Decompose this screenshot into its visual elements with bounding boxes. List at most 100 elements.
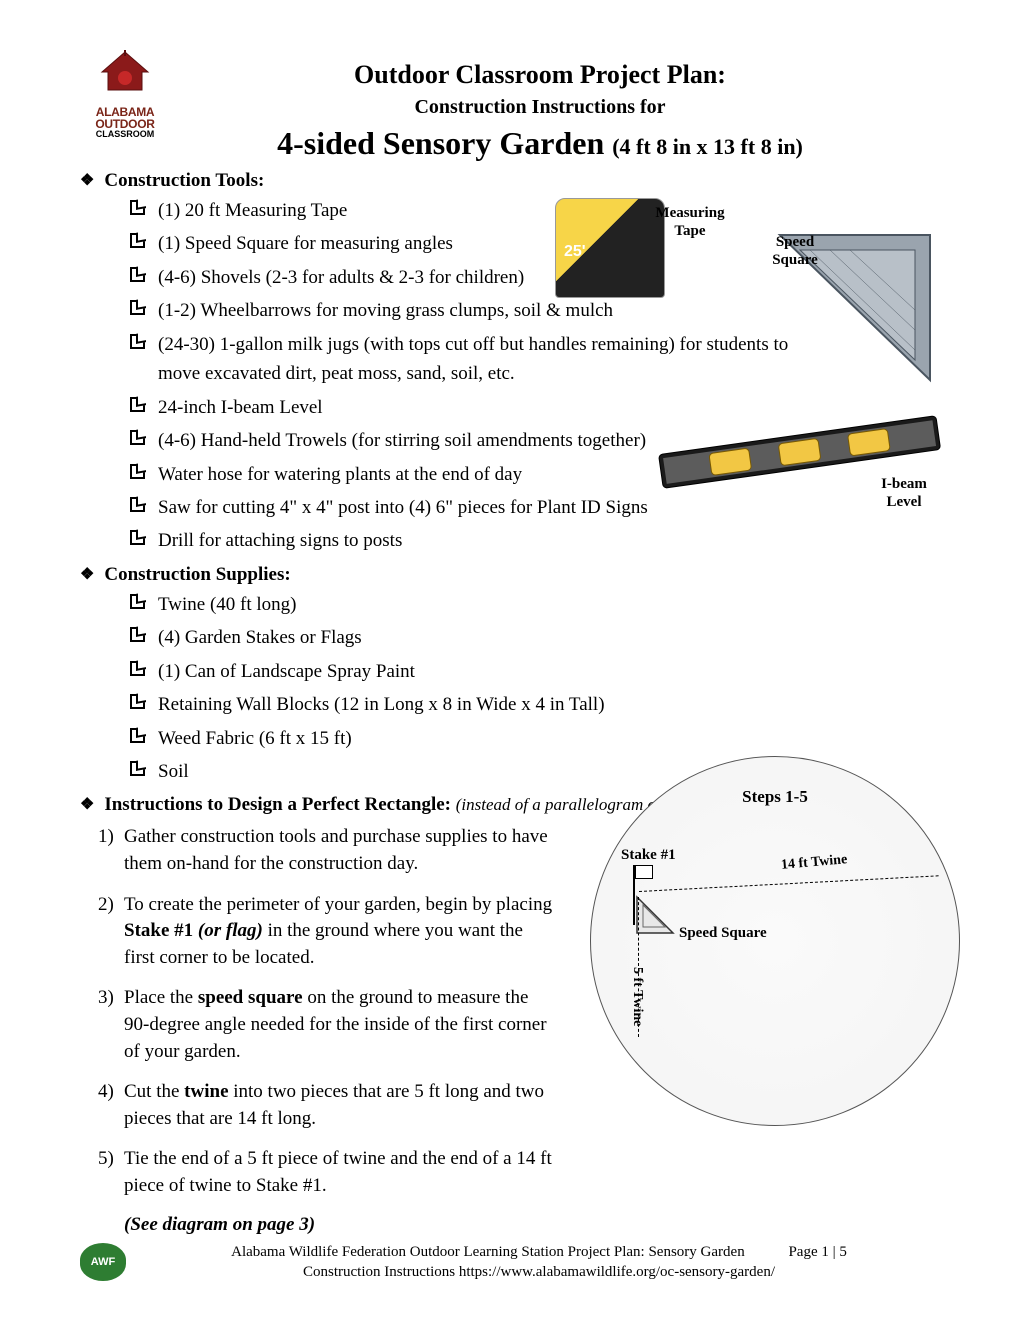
- page-header: ALABAMA OUTDOOR CLASSROOM Outdoor Classr…: [80, 60, 940, 162]
- checklist-item-text: (4-6) Hand-held Trowels (for stirring so…: [158, 430, 646, 451]
- supplies-title: Construction Supplies:: [104, 564, 290, 585]
- checkbox-icon: [130, 334, 145, 349]
- diagram-twine-v-label: 5 ft Twine: [629, 967, 645, 1026]
- checklist-item: (4) Garden Stakes or Flags: [130, 623, 940, 652]
- checkbox-icon: [130, 233, 145, 248]
- title-main: 4-sided Sensory Garden: [277, 125, 612, 161]
- instructions-title: Instructions to Design a Perfect Rectang…: [104, 794, 455, 815]
- title-line2: Construction Instructions for: [140, 96, 940, 119]
- title-line1: Outdoor Classroom Project Plan:: [140, 60, 940, 90]
- checkbox-icon: [130, 761, 145, 776]
- step-2-c: (or flag): [198, 920, 263, 941]
- checklist-item-text: (1) 20 ft Measuring Tape: [158, 200, 347, 221]
- step-2-a: To create the perimeter of your garden, …: [124, 894, 552, 915]
- step-4-b: twine: [184, 1081, 228, 1102]
- checkbox-icon: [130, 267, 145, 282]
- diagram-title: Steps 1-5: [591, 787, 959, 807]
- step-3: Place the speed square on the ground to …: [98, 985, 558, 1065]
- supplies-checklist: Twine (40 ft long) (4) Garden Stakes or F…: [130, 590, 940, 787]
- checkbox-icon: [130, 661, 145, 676]
- step-2-b: Stake #1: [124, 920, 198, 941]
- alabama-outdoor-classroom-logo: ALABAMA OUTDOOR CLASSROOM: [80, 50, 170, 139]
- page-footer: AWF Alabama Wildlife Federation Outdoor …: [80, 1242, 940, 1283]
- checklist-item-text: (1) Speed Square for measuring angles: [158, 233, 453, 254]
- checklist-item-text: Retaining Wall Blocks (12 in Long x 8 in…: [158, 694, 605, 715]
- title-block: Outdoor Classroom Project Plan: Construc…: [140, 60, 940, 162]
- diagram-stake-label: Stake #1: [621, 847, 676, 864]
- checkbox-icon: [130, 200, 145, 215]
- diamond-bullet-icon: ❖: [80, 170, 94, 190]
- step-5: Tie the end of a 5 ft piece of twine and…: [98, 1146, 558, 1199]
- checklist-item-text: (4) Garden Stakes or Flags: [158, 627, 362, 648]
- logo-icon: [98, 50, 152, 104]
- checkbox-icon: [130, 300, 145, 315]
- footer-text: Alabama Wildlife Federation Outdoor Lear…: [138, 1242, 940, 1283]
- checkbox-icon: [130, 397, 145, 412]
- checkbox-icon: [130, 694, 145, 709]
- instruction-steps: Gather construction tools and purchase s…: [98, 824, 558, 1199]
- checklist-item-text: Twine (40 ft long): [158, 594, 297, 615]
- checklist-item-text: (1-2) Wheelbarrows for moving grass clum…: [158, 300, 613, 321]
- speed-square-figure: Speed Square: [770, 225, 950, 385]
- checklist-item: (1-2) Wheelbarrows for moving grass clum…: [130, 296, 850, 325]
- see-diagram-note: (See diagram on page 3): [124, 1214, 940, 1236]
- step-2: To create the perimeter of your garden, …: [98, 892, 558, 972]
- steps-diagram: Steps 1-5 Stake #1 14 ft Twine Speed Squ…: [590, 756, 960, 1126]
- checklist-item: (1) Can of Landscape Spray Paint: [130, 657, 940, 686]
- checklist-item: (1) 20 ft Measuring Tape: [130, 196, 510, 225]
- checkbox-icon: [130, 464, 145, 479]
- title-dimensions: (4 ft 8 in x 13 ft 8 in): [612, 134, 803, 159]
- footer-line1: Alabama Wildlife Federation Outdoor Lear…: [231, 1244, 745, 1260]
- checkbox-icon: [130, 594, 145, 609]
- checkbox-icon: [130, 497, 145, 512]
- measuring-tape-icon: [555, 198, 665, 298]
- checklist-item-text: (1) Can of Landscape Spray Paint: [158, 661, 415, 682]
- step-4: Cut the twine into two pieces that are 5…: [98, 1079, 558, 1132]
- footer-line2a: Construction Instructions: [303, 1264, 459, 1280]
- ibeam-level-caption: I-beam Level: [864, 475, 944, 511]
- speed-square-caption: Speed Square: [760, 233, 830, 269]
- logo-line3: CLASSROOM: [80, 130, 170, 139]
- logo-text: ALABAMA OUTDOOR CLASSROOM: [80, 106, 170, 139]
- diagram-square-label: Speed Square: [679, 925, 767, 942]
- footer-page: Page 1 | 5: [788, 1244, 846, 1260]
- checkbox-icon: [130, 728, 145, 743]
- checklist-item: Retaining Wall Blocks (12 in Long x 8 in…: [130, 690, 940, 719]
- checklist-item-text: Soil: [158, 761, 189, 782]
- diagram-twine-horizontal: [639, 875, 939, 892]
- footer-url: https://www.alabamawildlife.org/oc-senso…: [459, 1264, 775, 1280]
- supplies-heading: ❖ Construction Supplies:: [80, 564, 940, 586]
- checklist-item-text: Water hose for watering plants at the en…: [158, 464, 522, 485]
- checklist-item: Twine (40 ft long): [130, 590, 940, 619]
- checklist-item-text: (24-30) 1-gallon milk jugs (with tops cu…: [158, 334, 788, 384]
- diamond-bullet-icon: ❖: [80, 564, 94, 584]
- step-3-a: Place the: [124, 987, 198, 1008]
- step-5-text: Tie the end of a 5 ft piece of twine and…: [124, 1148, 552, 1196]
- checklist-item: Saw for cutting 4" x 4" post into (4) 6"…: [130, 493, 690, 522]
- checkbox-icon: [130, 530, 145, 545]
- checklist-item-text: 24-inch I-beam Level: [158, 397, 323, 418]
- measuring-tape-caption: Measuring Tape: [650, 204, 730, 240]
- step-1-text: Gather construction tools and purchase s…: [124, 826, 548, 874]
- checkbox-icon: [130, 430, 145, 445]
- checkbox-icon: [130, 627, 145, 642]
- checklist-item: (24-30) 1-gallon milk jugs (with tops cu…: [130, 330, 810, 389]
- step-3-b: speed square: [198, 987, 303, 1008]
- step-1: Gather construction tools and purchase s…: [98, 824, 558, 877]
- checklist-item-text: Saw for cutting 4" x 4" post into (4) 6"…: [158, 497, 648, 518]
- awf-logo-icon: AWF: [80, 1243, 126, 1281]
- measuring-tape-figure: Measuring Tape: [530, 198, 690, 298]
- ibeam-level-figure: I-beam Level: [650, 405, 950, 505]
- checklist-item-text: Weed Fabric (6 ft x 15 ft): [158, 728, 352, 749]
- checklist-item: Drill for attaching signs to posts: [130, 526, 850, 555]
- checklist-item-text: Drill for attaching signs to posts: [158, 530, 402, 551]
- diamond-bullet-icon: ❖: [80, 794, 94, 814]
- title-line3: 4-sided Sensory Garden (4 ft 8 in x 13 f…: [140, 125, 940, 162]
- checklist-item: (4-6) Shovels (2-3 for adults & 2-3 for …: [130, 263, 850, 292]
- checklist-item-text: (4-6) Shovels (2-3 for adults & 2-3 for …: [158, 267, 524, 288]
- tools-title: Construction Tools:: [104, 170, 264, 191]
- diagram-speed-square-icon: [635, 895, 675, 940]
- awf-badge-text: AWF: [91, 1256, 115, 1268]
- step-4-a: Cut the: [124, 1081, 184, 1102]
- checklist-item: Weed Fabric (6 ft x 15 ft): [130, 724, 940, 753]
